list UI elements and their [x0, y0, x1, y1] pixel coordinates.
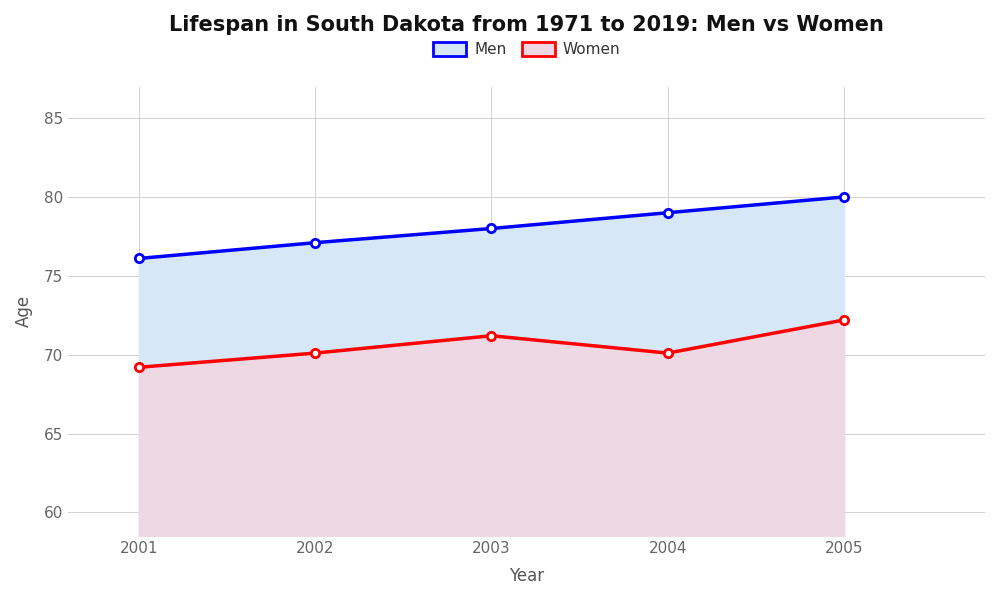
Legend: Men, Women: Men, Women — [427, 36, 627, 63]
X-axis label: Year: Year — [509, 567, 544, 585]
Title: Lifespan in South Dakota from 1971 to 2019: Men vs Women: Lifespan in South Dakota from 1971 to 20… — [169, 15, 884, 35]
Y-axis label: Age: Age — [15, 295, 33, 328]
